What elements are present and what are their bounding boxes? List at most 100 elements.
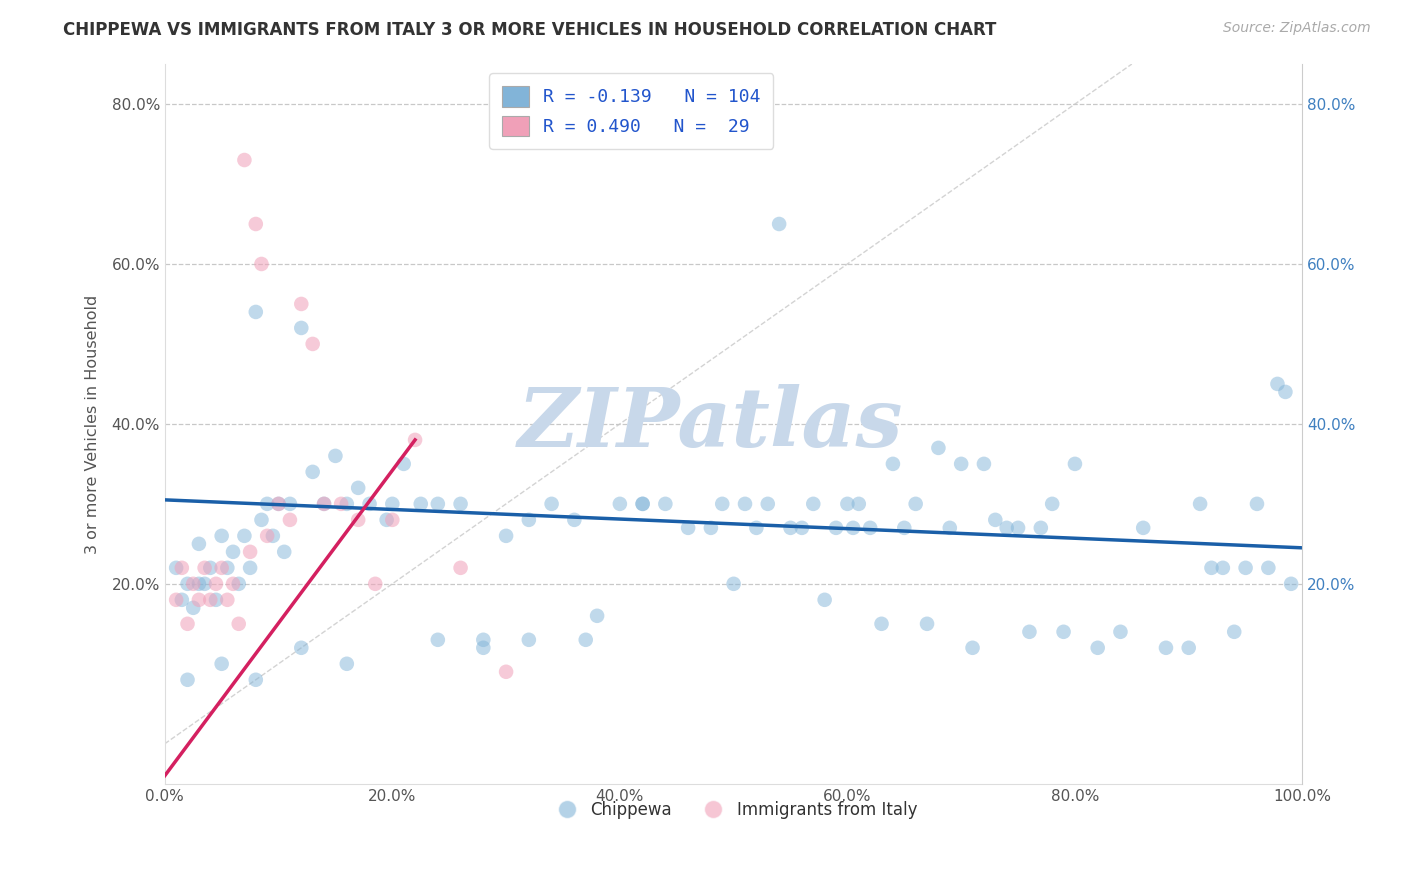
Point	[801, 497, 824, 511]
Point	[176, 577, 198, 591]
Point	[359, 497, 381, 511]
Point	[1052, 624, 1074, 639]
Point	[312, 497, 335, 511]
Point	[187, 537, 209, 551]
Point	[301, 465, 323, 479]
Point	[517, 513, 540, 527]
Point	[165, 592, 187, 607]
Point	[973, 457, 995, 471]
Point	[882, 457, 904, 471]
Point	[256, 497, 278, 511]
Point	[239, 561, 262, 575]
Point	[245, 673, 267, 687]
Point	[631, 497, 654, 511]
Point	[734, 497, 756, 511]
Point	[181, 577, 204, 591]
Point	[1274, 384, 1296, 399]
Point	[245, 217, 267, 231]
Point	[325, 449, 347, 463]
Point	[262, 529, 284, 543]
Point	[893, 521, 915, 535]
Point	[409, 497, 432, 511]
Point	[1223, 624, 1246, 639]
Point	[939, 521, 962, 535]
Point	[756, 497, 779, 511]
Point	[517, 632, 540, 647]
Point	[170, 592, 193, 607]
Point	[745, 521, 768, 535]
Point	[217, 561, 239, 575]
Point	[1109, 624, 1132, 639]
Point	[194, 577, 217, 591]
Point	[301, 337, 323, 351]
Point	[837, 497, 859, 511]
Point	[239, 545, 262, 559]
Point	[472, 640, 495, 655]
Point	[962, 640, 984, 655]
Point	[1267, 376, 1289, 391]
Point	[278, 497, 301, 511]
Point	[814, 592, 837, 607]
Point	[1007, 521, 1029, 535]
Point	[336, 657, 359, 671]
Text: ZIPatlas: ZIPatlas	[519, 384, 904, 464]
Point	[426, 632, 449, 647]
Point	[404, 433, 426, 447]
Point	[250, 513, 273, 527]
Point	[1132, 521, 1154, 535]
Point	[450, 561, 472, 575]
Point	[347, 481, 370, 495]
Legend: Chippewa, Immigrants from Italy: Chippewa, Immigrants from Italy	[543, 795, 924, 826]
Point	[228, 616, 250, 631]
Text: Source: ZipAtlas.com: Source: ZipAtlas.com	[1223, 21, 1371, 36]
Point	[375, 513, 398, 527]
Point	[848, 497, 870, 511]
Point	[273, 545, 295, 559]
Point	[187, 577, 209, 591]
Point	[723, 577, 745, 591]
Point	[1189, 497, 1212, 511]
Point	[233, 529, 256, 543]
Point	[176, 673, 198, 687]
Point	[278, 513, 301, 527]
Point	[1064, 457, 1087, 471]
Point	[1234, 561, 1257, 575]
Point	[381, 513, 404, 527]
Point	[495, 665, 517, 679]
Point	[347, 513, 370, 527]
Point	[562, 513, 585, 527]
Point	[312, 497, 335, 511]
Point	[245, 305, 267, 319]
Point	[290, 321, 312, 335]
Point	[586, 608, 609, 623]
Point	[250, 257, 273, 271]
Point	[165, 561, 187, 575]
Point	[170, 561, 193, 575]
Point	[495, 529, 517, 543]
Point	[676, 521, 699, 535]
Point	[790, 521, 813, 535]
Point	[654, 497, 676, 511]
Point	[575, 632, 598, 647]
Point	[472, 632, 495, 647]
Point	[904, 497, 927, 511]
Point	[995, 521, 1018, 535]
Point	[700, 521, 723, 535]
Point	[205, 592, 228, 607]
Point	[779, 521, 801, 535]
Text: CHIPPEWA VS IMMIGRANTS FROM ITALY 3 OR MORE VEHICLES IN HOUSEHOLD CORRELATION CH: CHIPPEWA VS IMMIGRANTS FROM ITALY 3 OR M…	[63, 21, 997, 39]
Point	[631, 497, 654, 511]
Point	[609, 497, 631, 511]
Point	[267, 497, 290, 511]
Point	[200, 561, 222, 575]
Point	[211, 529, 233, 543]
Point	[540, 497, 562, 511]
Point	[364, 577, 387, 591]
Point	[927, 441, 949, 455]
Point	[336, 497, 359, 511]
Point	[1279, 577, 1302, 591]
Point	[426, 497, 449, 511]
Point	[211, 657, 233, 671]
Point	[915, 616, 938, 631]
Point	[256, 529, 278, 543]
